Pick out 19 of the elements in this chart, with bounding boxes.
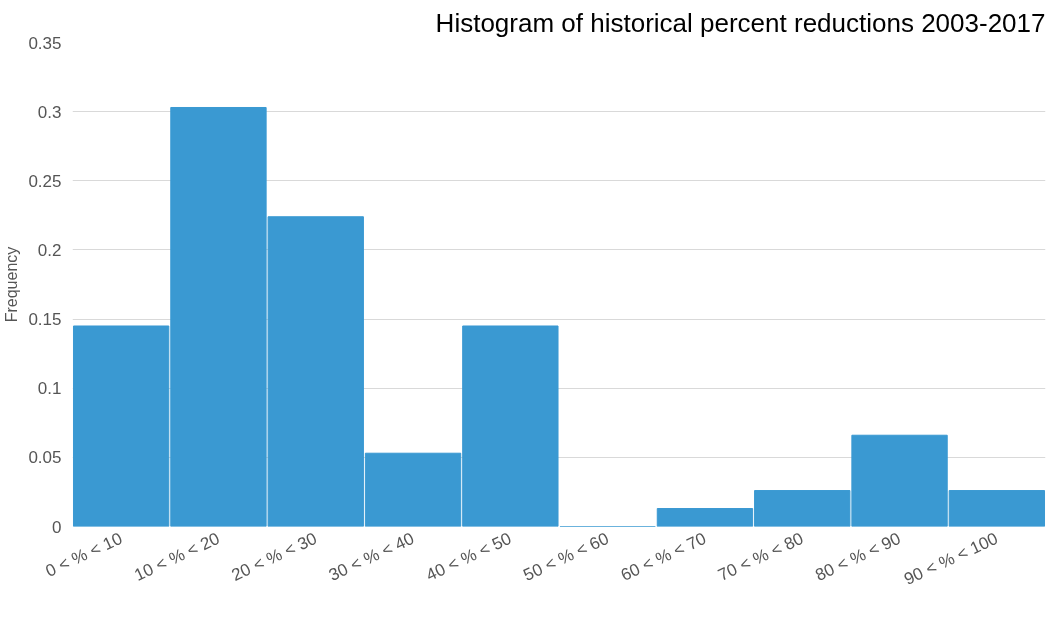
y-tick-label: 0.25	[28, 171, 62, 191]
x-tick-label: 90 < % < 100	[901, 528, 1001, 589]
y-tick-label: 0.05	[28, 448, 62, 468]
y-tick-label: 0.3	[37, 102, 62, 122]
y-axis-title: Frequency	[3, 246, 21, 323]
x-tick-label: 60 < % < 70	[617, 528, 709, 585]
y-tick-label: 0.2	[37, 240, 62, 260]
x-tick-label: 20 < % < 30	[228, 528, 320, 585]
y-tick-label: 0.35	[28, 33, 62, 53]
x-tick-label: 50 < % < 60	[520, 528, 612, 585]
x-tick-label: 80 < % < 90	[812, 528, 904, 585]
x-tick-label: 30 < % < 40	[325, 528, 418, 585]
y-tick-label: 0.1	[37, 379, 62, 399]
x-tick-label: 70 < % < 80	[715, 528, 807, 585]
x-tick-label: 10 < % < 20	[131, 528, 223, 585]
y-tick-label: 0	[52, 517, 62, 537]
chart-title: Histogram of historical percent reductions 2003-2017	[435, 7, 1046, 38]
x-tick-label: 40 < % < 50	[423, 528, 515, 585]
y-tick-label: 0.15	[28, 310, 62, 330]
